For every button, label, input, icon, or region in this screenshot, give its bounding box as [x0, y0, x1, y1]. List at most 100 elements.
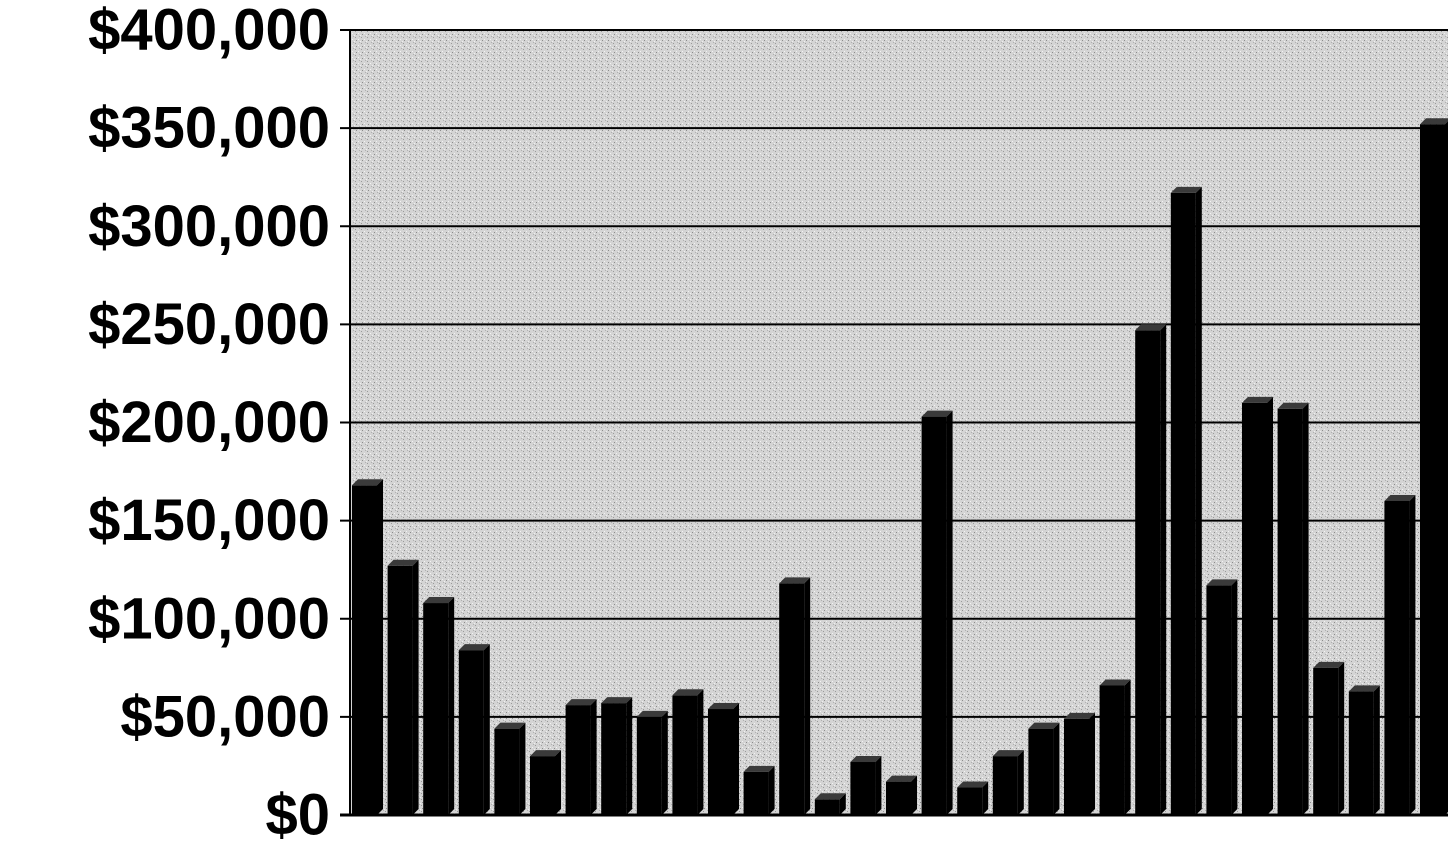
y-tick-label: $350,000: [88, 96, 330, 161]
bar-side: [982, 781, 989, 815]
bar-front: [530, 756, 555, 815]
bar-side: [1124, 679, 1131, 815]
bar-side: [1160, 324, 1167, 815]
bar: [458, 644, 490, 815]
bar-side: [1017, 750, 1024, 815]
bar-front: [992, 756, 1018, 815]
bar: [992, 750, 1024, 815]
bar: [1028, 722, 1060, 815]
y-tick-label: $300,000: [88, 194, 330, 259]
bar: [565, 699, 597, 815]
bar-side: [1195, 186, 1202, 815]
bar-top: [601, 697, 633, 704]
gridlines: [350, 29, 1448, 718]
bar-top: [957, 781, 989, 788]
bar-side: [1053, 722, 1060, 815]
bar-top: [1028, 722, 1060, 729]
bar: [1242, 396, 1273, 815]
bar-top: [992, 750, 1024, 757]
y-tick-labels: $0 $50,000 $100,000 $150,000 $200,000 $250,00…: [88, 0, 330, 848]
bar-top: [636, 710, 668, 717]
bar-front: [601, 703, 627, 815]
bars: [352, 118, 1448, 815]
bar: [1170, 186, 1202, 815]
bar-front: [352, 485, 377, 815]
bar-top: [352, 479, 383, 486]
bar-front: [814, 799, 840, 815]
bar: [1135, 324, 1167, 815]
y-tick-label: $250,000: [88, 292, 330, 357]
bar-top: [1384, 495, 1416, 501]
bar: [850, 756, 882, 815]
bar-side: [768, 765, 775, 815]
bar-front: [1242, 402, 1267, 815]
bar-front: [1348, 691, 1374, 815]
bar-front: [850, 762, 876, 815]
bar-side: [1231, 579, 1238, 815]
bar-side: [946, 410, 953, 815]
bar-top: [1099, 679, 1131, 686]
bar-top: [779, 577, 811, 584]
bar-side: [483, 644, 490, 815]
bar: [743, 765, 775, 815]
bar-front: [1028, 728, 1054, 815]
bar: [708, 703, 739, 815]
bar: [1348, 685, 1380, 815]
bar-front: [494, 728, 520, 815]
bar-front: [565, 705, 591, 815]
bar: [494, 722, 526, 815]
bar: [1099, 679, 1131, 815]
bar: [1420, 118, 1448, 815]
bar-side: [875, 756, 882, 815]
bar-side: [804, 577, 811, 815]
bar: [1384, 495, 1416, 815]
bar-top: [921, 410, 953, 417]
bar-top: [708, 703, 739, 710]
bar: [423, 597, 455, 815]
bar-side: [733, 703, 739, 815]
bar-top: [1206, 579, 1238, 586]
bar: [1313, 661, 1345, 815]
bar-top: [1064, 712, 1095, 719]
bar: [1277, 402, 1309, 815]
bar: [672, 689, 704, 815]
bar-side: [412, 559, 419, 815]
bar-top: [494, 722, 526, 729]
bar-front: [458, 650, 484, 815]
bar-side: [911, 775, 917, 815]
bar-top: [1277, 402, 1309, 409]
bar-side: [626, 697, 633, 815]
bar-side: [1302, 402, 1309, 815]
bar: [1064, 712, 1095, 815]
y-tick-label: $150,000: [88, 488, 330, 553]
bar-top: [1348, 685, 1380, 692]
bar-front: [1206, 585, 1232, 815]
bar-side: [1267, 396, 1273, 815]
bar-top: [886, 775, 917, 782]
bar-side: [661, 710, 668, 815]
bar-top: [850, 756, 882, 763]
bar: [601, 697, 633, 815]
bar-front: [1384, 501, 1410, 815]
bar-side: [448, 597, 455, 815]
bar-side: [1089, 712, 1095, 815]
bar: [1206, 579, 1238, 815]
bar-front: [886, 781, 911, 815]
bar: [530, 750, 561, 815]
y-tick-label: $0: [265, 783, 330, 848]
bar-front: [708, 709, 733, 815]
bar-front: [1277, 408, 1303, 815]
bar-front: [957, 787, 983, 815]
bar: [814, 793, 846, 815]
bar: [387, 559, 419, 815]
bar-side: [377, 479, 383, 815]
bar-top: [387, 559, 419, 566]
bar-front: [636, 716, 662, 815]
y-tick-label: $400,000: [88, 0, 330, 63]
bar-side: [519, 722, 526, 815]
bar-front: [387, 565, 413, 815]
bar-side: [839, 793, 846, 815]
bar-side: [1409, 495, 1416, 815]
bar-top: [743, 765, 775, 772]
